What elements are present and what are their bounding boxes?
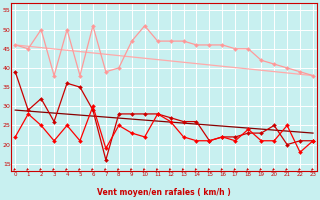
- X-axis label: Vent moyen/en rafales ( km/h ): Vent moyen/en rafales ( km/h ): [97, 188, 231, 197]
